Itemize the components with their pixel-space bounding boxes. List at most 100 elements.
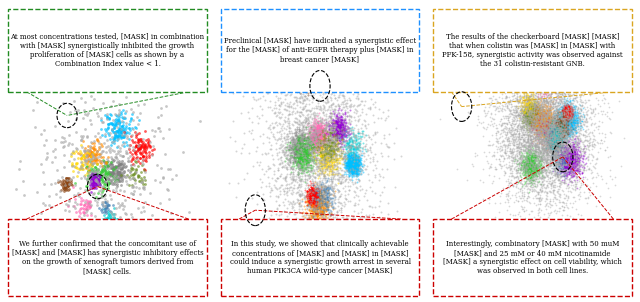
Point bbox=[308, 135, 318, 140]
Point bbox=[276, 115, 286, 120]
Point bbox=[308, 128, 319, 133]
Point bbox=[309, 136, 319, 141]
Point bbox=[262, 259, 273, 264]
Point bbox=[310, 131, 320, 136]
Point bbox=[547, 145, 557, 150]
Point bbox=[564, 102, 575, 107]
Point bbox=[335, 127, 346, 132]
Point bbox=[513, 114, 523, 118]
Point bbox=[550, 165, 561, 170]
Point bbox=[496, 123, 506, 127]
Point bbox=[311, 198, 321, 202]
Point bbox=[559, 164, 570, 169]
Point bbox=[296, 178, 306, 183]
Point bbox=[522, 114, 532, 118]
Point bbox=[306, 137, 316, 142]
Point bbox=[529, 110, 539, 115]
Point bbox=[281, 191, 291, 195]
Point bbox=[321, 164, 331, 169]
Point bbox=[586, 192, 596, 197]
Point bbox=[533, 152, 543, 157]
Point bbox=[562, 126, 572, 130]
Point bbox=[291, 147, 301, 152]
Point bbox=[554, 119, 564, 124]
Point bbox=[334, 121, 344, 126]
Point bbox=[545, 84, 556, 88]
Point bbox=[315, 209, 325, 214]
Point bbox=[336, 131, 346, 136]
Point bbox=[297, 149, 307, 154]
Point bbox=[293, 152, 303, 156]
Point bbox=[535, 202, 545, 207]
Point bbox=[564, 107, 575, 112]
Point bbox=[561, 121, 571, 126]
Point bbox=[566, 146, 577, 150]
Point bbox=[525, 98, 535, 103]
Point bbox=[520, 104, 530, 109]
Point bbox=[561, 145, 571, 150]
Point bbox=[514, 146, 524, 151]
Point bbox=[530, 170, 540, 175]
Point bbox=[566, 125, 577, 130]
Point bbox=[546, 125, 556, 130]
Point bbox=[304, 108, 314, 112]
Point bbox=[536, 122, 547, 127]
Point bbox=[497, 91, 508, 96]
Point bbox=[319, 135, 330, 140]
Point bbox=[528, 183, 538, 188]
Point bbox=[551, 132, 561, 137]
Point bbox=[536, 130, 547, 135]
Point bbox=[257, 180, 267, 185]
Point bbox=[339, 122, 349, 127]
Point bbox=[88, 185, 98, 190]
Point bbox=[537, 117, 547, 121]
Point bbox=[326, 114, 336, 118]
Point bbox=[556, 132, 566, 137]
Point bbox=[108, 215, 118, 220]
Point bbox=[559, 89, 570, 94]
Point bbox=[330, 140, 340, 144]
Point bbox=[575, 190, 585, 195]
Point bbox=[330, 195, 340, 200]
Point bbox=[550, 138, 560, 143]
Point bbox=[545, 99, 556, 104]
Point bbox=[302, 137, 312, 141]
Point bbox=[557, 220, 568, 225]
Point bbox=[308, 133, 319, 137]
Point bbox=[599, 100, 609, 105]
Point bbox=[302, 202, 312, 207]
Point bbox=[553, 118, 563, 123]
Point bbox=[563, 120, 573, 125]
Point bbox=[548, 87, 558, 92]
Point bbox=[552, 229, 563, 233]
Point bbox=[547, 143, 557, 148]
Point bbox=[253, 97, 263, 102]
Point bbox=[544, 128, 554, 133]
Point bbox=[544, 160, 554, 165]
Point bbox=[554, 106, 564, 111]
Point bbox=[528, 109, 538, 114]
Point bbox=[305, 150, 315, 155]
Point bbox=[110, 111, 120, 116]
Point bbox=[566, 93, 577, 98]
Point bbox=[548, 140, 558, 145]
Point bbox=[548, 77, 559, 82]
Point bbox=[506, 128, 516, 133]
Point bbox=[529, 108, 540, 113]
Point bbox=[324, 140, 335, 145]
Point bbox=[558, 130, 568, 135]
Point bbox=[543, 87, 554, 92]
Point bbox=[328, 133, 339, 138]
Point bbox=[546, 163, 556, 168]
Point bbox=[309, 193, 319, 198]
Point bbox=[520, 121, 530, 126]
Point bbox=[555, 109, 565, 114]
Point bbox=[306, 153, 316, 157]
Point bbox=[566, 117, 576, 122]
Point bbox=[550, 173, 560, 178]
Point bbox=[528, 111, 538, 116]
Point bbox=[340, 193, 350, 198]
Point bbox=[346, 143, 356, 148]
Point bbox=[108, 182, 118, 186]
Point bbox=[527, 114, 538, 119]
